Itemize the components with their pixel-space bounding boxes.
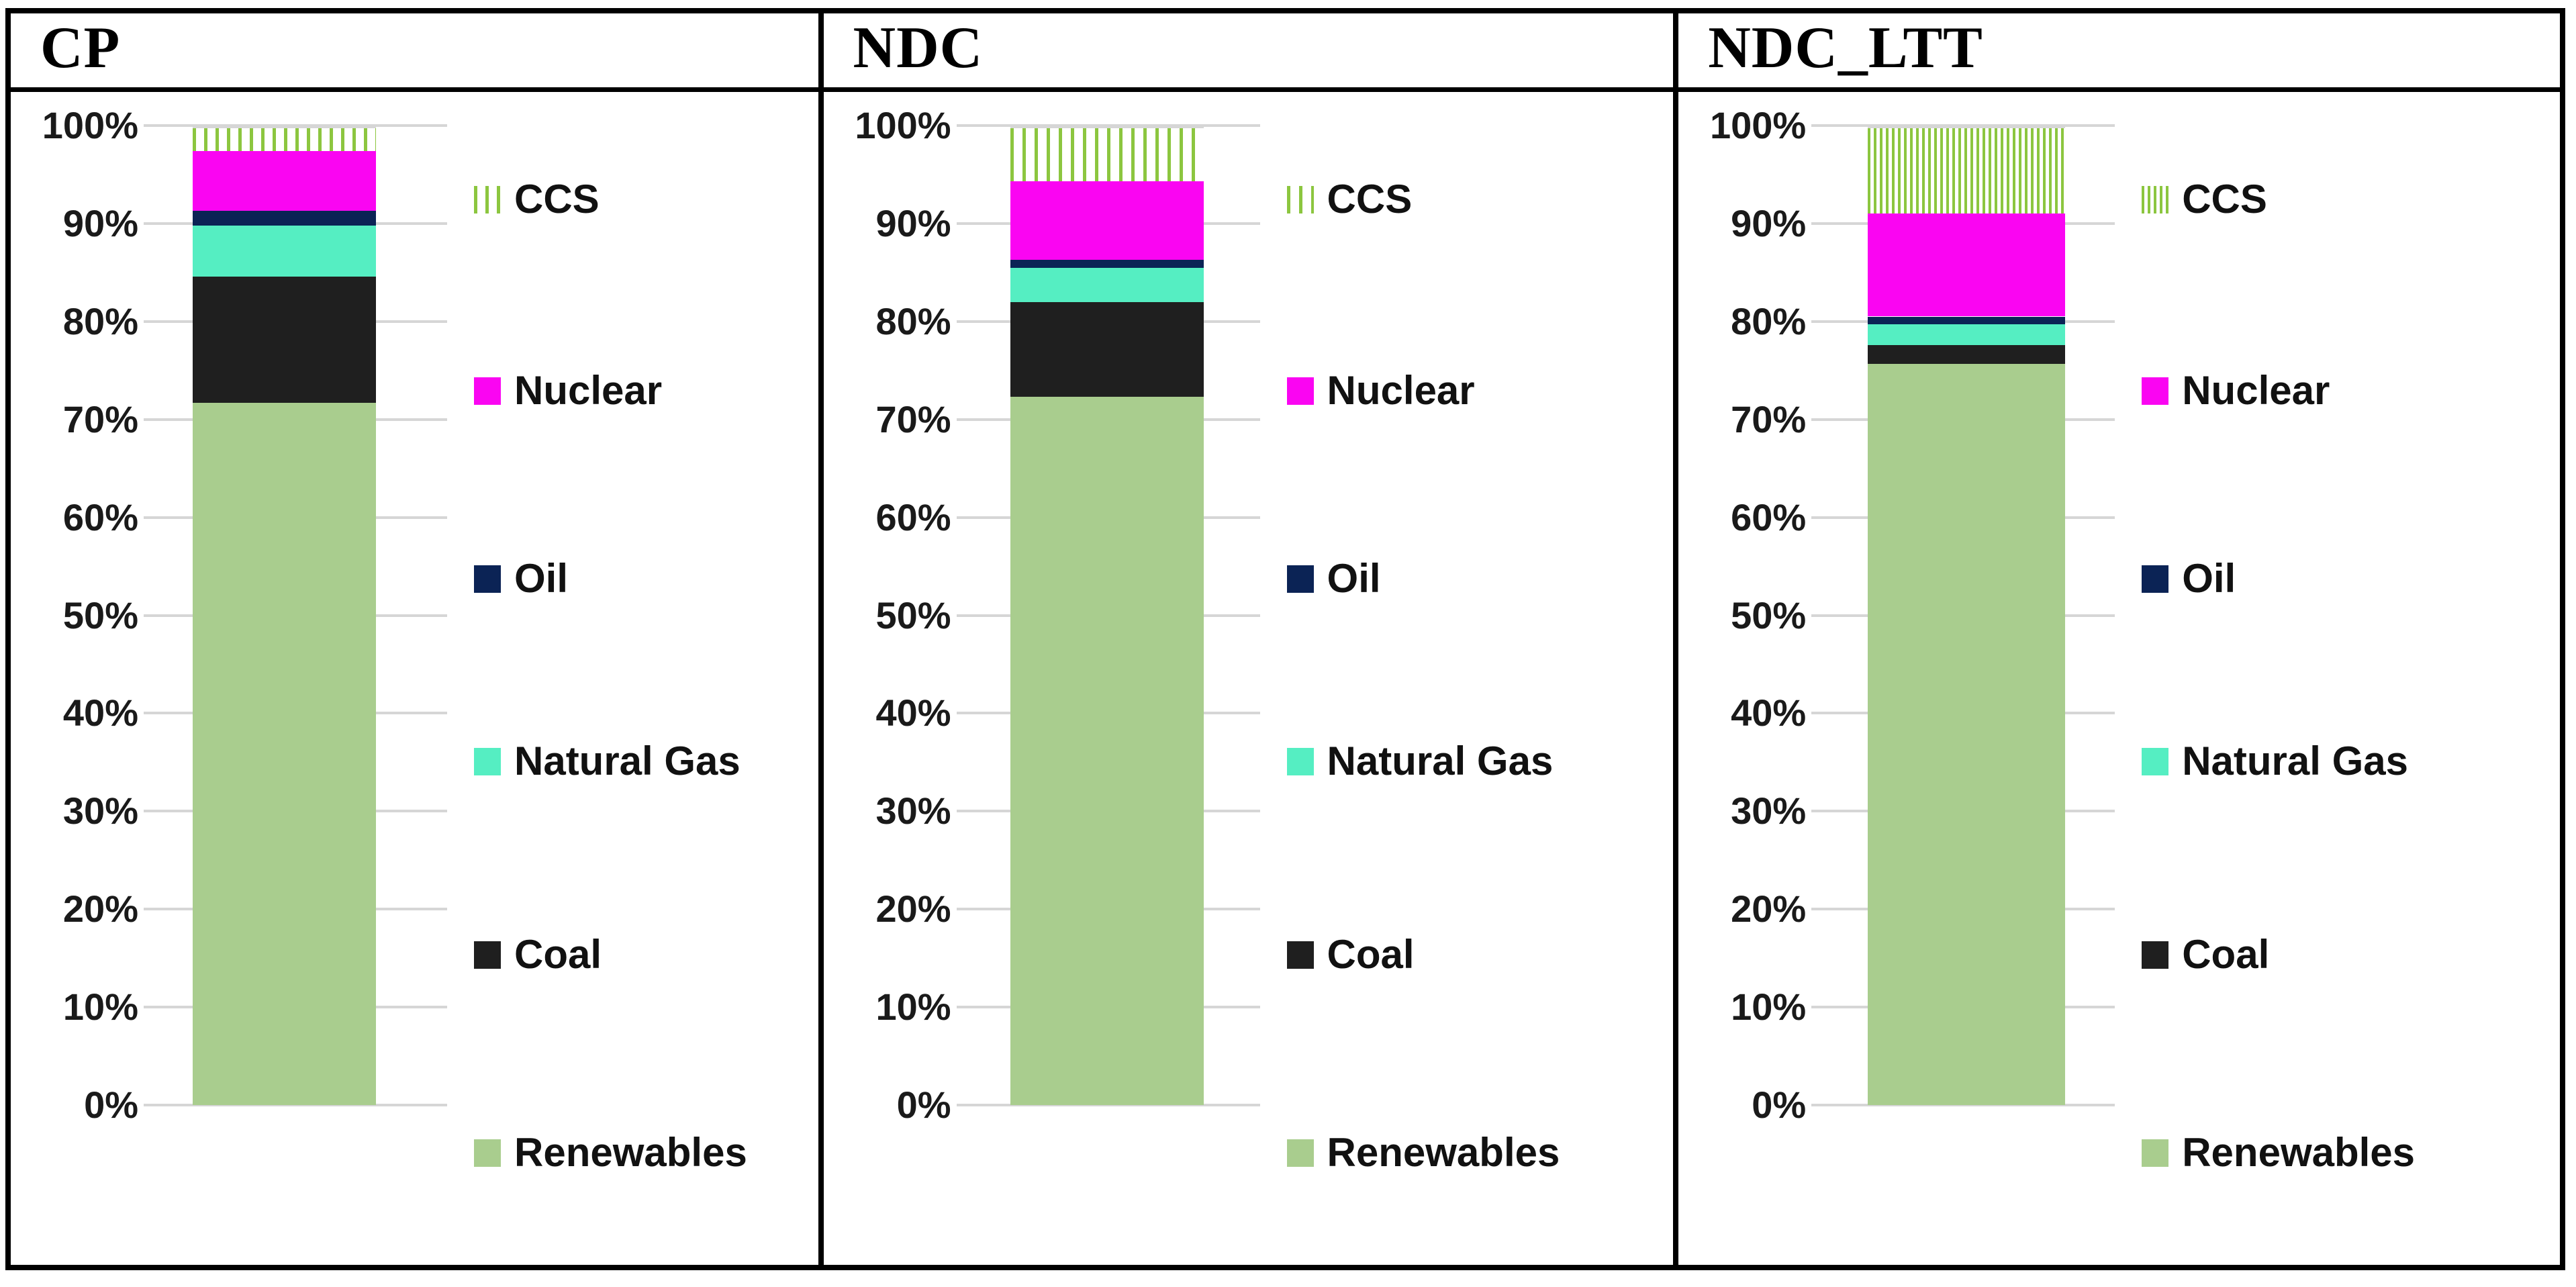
y-axis-tick-label: 10% (1731, 986, 1807, 1029)
legend-swatch-nuclear (2142, 377, 2169, 405)
legend-label-natural-gas: Natural Gas (1327, 738, 1554, 783)
y-axis-tick-label: 50% (875, 593, 951, 636)
chart-panel-ndc-ltt: 100% 90% 80% 70% 60% 50% 40% 30% 20% 10% 0% CCS Nucl… (1678, 92, 2560, 1265)
legend-swatch-renewables (474, 1139, 501, 1167)
legend-swatch-ccs (2142, 186, 2169, 213)
y-axis-tick-label: 20% (1731, 888, 1807, 931)
legend-swatch-natural-gas (2142, 748, 2169, 775)
bar-segment-natural-gas (193, 225, 376, 277)
bar-segment-renewables (193, 402, 376, 1105)
y-axis-tick-label: 60% (1731, 495, 1807, 538)
y-axis-tick-label: 70% (1731, 397, 1807, 440)
bar-segment-natural-gas (1868, 324, 2066, 345)
y-axis-tick-label: 10% (62, 986, 138, 1029)
legend-swatch-natural-gas (1286, 748, 1314, 775)
y-axis-tick-label: 40% (62, 692, 138, 734)
legend-label-nuclear: Nuclear (514, 368, 663, 413)
legend-swatch-nuclear (474, 377, 501, 405)
legend-label-coal: Coal (1327, 932, 1415, 977)
y-axis-tick-label: 90% (1731, 201, 1807, 244)
scenario-comparison-table: CP NDC NDC_LTT 100% 90% 80% 70% 60% 50% 40% 30%… (5, 8, 2565, 1270)
legend-label-renewables: Renewables (514, 1130, 747, 1175)
gridline-0 (144, 1104, 447, 1106)
bar-segment-nuclear (193, 150, 376, 211)
legend-swatch-ccs (1286, 186, 1314, 213)
legend-label-nuclear: Nuclear (1327, 368, 1475, 413)
legend-label-ccs: CCS (1327, 177, 1413, 222)
chart-panel-ndc: 100% 90% 80% 70% 60% 50% 40% 30% 20% 10% 0% CCS Nucl… (823, 92, 1679, 1265)
y-axis-tick-label: 50% (62, 593, 138, 636)
legend-swatch-coal (474, 941, 501, 969)
y-axis-tick-label: 70% (875, 397, 951, 440)
panel-title-ndc: NDC (823, 13, 1679, 92)
legend-label-natural-gas: Natural Gas (2182, 738, 2409, 783)
bar-segment-coal (193, 276, 376, 403)
legend-label-natural-gas: Natural Gas (514, 738, 741, 783)
legend-label-oil: Oil (514, 556, 569, 601)
panel-title-cp: CP (11, 13, 824, 92)
bar-segment-oil (1868, 316, 2066, 325)
y-axis-tick-label: 20% (875, 888, 951, 931)
legend-label-coal: Coal (2182, 932, 2270, 977)
legend-swatch-coal (2142, 941, 2169, 969)
bar-segment-renewables (1010, 397, 1204, 1105)
y-axis-tick-label: 90% (62, 201, 138, 244)
y-axis-tick-label: 80% (1731, 299, 1807, 342)
legend-label-nuclear: Nuclear (2182, 368, 2330, 413)
bar-segment-oil (1010, 259, 1204, 268)
bar-segment-coal (1010, 301, 1204, 397)
y-axis-tick-label: 90% (875, 201, 951, 244)
y-axis-tick-label: 100% (855, 104, 951, 146)
y-axis-tick-label: 100% (42, 104, 138, 146)
legend-swatch-oil (474, 565, 501, 593)
legend-swatch-oil (1286, 565, 1314, 593)
y-axis-tick-label: 80% (62, 299, 138, 342)
legend-swatch-nuclear (1286, 377, 1314, 405)
legend-label-oil: Oil (2182, 556, 2236, 601)
bar-segment-nuclear (1010, 181, 1204, 260)
bar-segment-oil (193, 210, 376, 226)
bar-segment-ccs (1010, 126, 1204, 182)
y-axis-tick-label: 30% (1731, 790, 1807, 832)
bar-segment-ccs (193, 126, 376, 151)
legend-label-coal: Coal (514, 932, 602, 977)
y-axis-tick-label: 80% (875, 299, 951, 342)
y-axis-tick-label: 0% (896, 1084, 951, 1126)
y-axis-tick-label: 50% (1731, 593, 1807, 636)
legend-label-renewables: Renewables (1327, 1130, 1560, 1175)
y-axis-tick-label: 60% (62, 495, 138, 538)
legend-label-ccs: CCS (2182, 177, 2267, 222)
panel-title-ndc-ltt: NDC_LTT (1678, 13, 2560, 92)
y-axis-tick-label: 40% (1731, 692, 1807, 734)
legend-label-renewables: Renewables (2182, 1130, 2416, 1175)
y-axis-tick-label: 70% (62, 397, 138, 440)
bar-segment-renewables (1868, 363, 2066, 1105)
legend-swatch-ccs (474, 186, 501, 213)
legend-label-ccs: CCS (514, 177, 600, 222)
y-axis-tick-label: 60% (875, 495, 951, 538)
y-axis-tick-label: 30% (62, 790, 138, 832)
legend-swatch-renewables (2142, 1139, 2169, 1167)
bar-segment-coal (1868, 344, 2066, 364)
y-axis-tick-label: 10% (875, 986, 951, 1029)
legend-swatch-renewables (1286, 1139, 1314, 1167)
legend-swatch-natural-gas (474, 748, 501, 775)
chart-panel-cp: 100% 90% 80% 70% 60% 50% 40% 30% 20% 10% 0% CCS Nucl… (11, 92, 824, 1265)
y-axis-tick-label: 40% (875, 692, 951, 734)
legend-swatch-coal (1286, 941, 1314, 969)
gridline-0 (956, 1104, 1260, 1106)
legend-label-oil: Oil (1327, 556, 1381, 601)
gridline-0 (1811, 1104, 2115, 1106)
y-axis-tick-label: 100% (1709, 104, 1807, 146)
y-axis-tick-label: 30% (875, 790, 951, 832)
y-axis-tick-label: 0% (1752, 1084, 1807, 1126)
bar-segment-ccs (1868, 126, 2066, 214)
legend-swatch-oil (2142, 565, 2169, 593)
y-axis-tick-label: 20% (62, 888, 138, 931)
y-axis-tick-label: 0% (84, 1084, 138, 1126)
bar-segment-nuclear (1868, 213, 2066, 317)
bar-segment-natural-gas (1010, 267, 1204, 302)
